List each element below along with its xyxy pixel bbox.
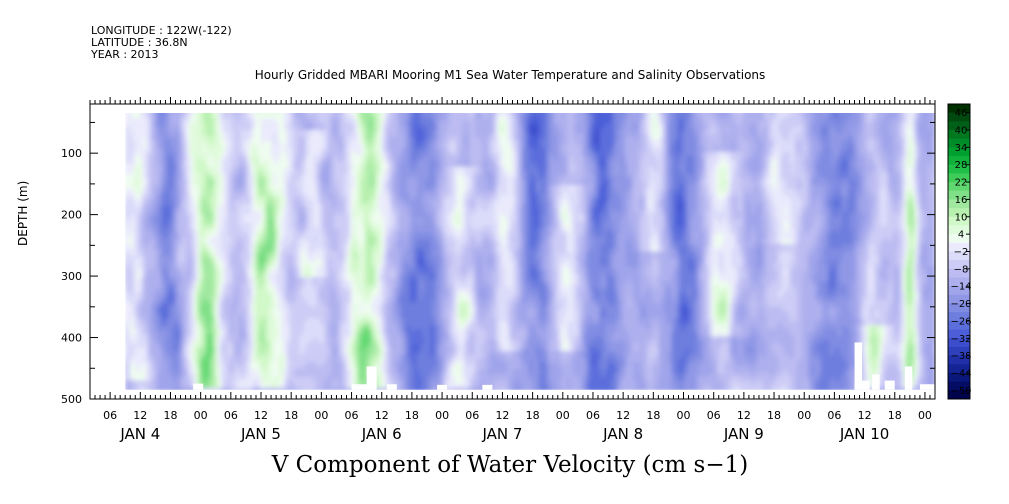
variable-title: V Component of Water Velocity (cm s−1) [90,452,930,478]
x-hour-label: 18 [646,409,660,422]
data-gap [885,381,895,390]
colorbar-label: −44 [950,368,971,379]
data-gap [193,384,203,390]
x-day-label: JAN 4 [119,425,160,443]
colorbar-label: −50 [950,386,971,397]
chart-title: Hourly Gridded MBARI Mooring M1 Sea Wate… [90,68,930,82]
no-data-left [90,104,125,399]
y-tick-label: 300 [61,270,82,283]
colorbar-label: 28 [955,160,968,171]
x-day-label: JAN 7 [481,425,522,443]
x-hour-label: 06 [586,409,600,422]
y-tick-label: 400 [61,332,82,345]
x-hour-label: 12 [133,409,147,422]
colorbar-label: −38 [950,351,971,362]
x-hour-label: 12 [858,409,872,422]
x-hour-label: 00 [556,409,570,422]
colorbar-label: −8 [954,264,969,275]
colorbar-label: 34 [955,143,968,154]
heatmap-field [125,104,935,392]
colorbar-label: 22 [955,178,968,189]
x-hour-label: 06 [707,409,721,422]
x-day-label: JAN 9 [723,425,764,443]
colorbar-label: 10 [955,212,968,223]
x-hour-label: 12 [495,409,509,422]
x-hour-label: 18 [888,409,902,422]
x-day-label: JAN 8 [602,425,643,443]
colorbar-label: −2 [954,247,969,258]
data-gap [862,381,870,390]
data-gap [872,374,880,389]
data-gap [920,384,935,390]
x-hour-label: 06 [224,409,238,422]
colorbar-label: −14 [950,282,971,293]
data-gap [855,342,863,389]
x-hour-label: 06 [345,409,359,422]
colorbar-label: 16 [955,195,968,206]
data-gap [905,366,913,389]
x-hour-label: 00 [677,409,691,422]
colorbar: 46 40 34 28 22 16 10 4 −2 −8 −14 −20 −26 −32 −38 −44 −50 [948,104,972,400]
x-hour-label: 00 [314,409,328,422]
y-tick-label: 200 [61,209,82,222]
x-hour-label: 18 [163,409,177,422]
x-hour-label: 12 [737,409,751,422]
colorbar-label: −32 [950,334,971,345]
x-hour-label: 00 [194,409,208,422]
x-day-label: JAN 6 [361,425,402,443]
x-hour-label: 06 [103,409,117,422]
x-hour-label: 12 [616,409,630,422]
data-gap [387,384,397,390]
x-hour-label: 06 [827,409,841,422]
x-tick-labels: 06 12 18 00 06 12 18 00 06 12 18 00 06 12 18 00 06 12 18 00… [103,409,932,443]
x-hour-label: 00 [918,409,932,422]
x-hour-label: 18 [767,409,781,422]
x-hour-label: 12 [254,409,268,422]
data-gap [367,366,377,389]
x-hour-label: 18 [284,409,298,422]
y-tick-label: 500 [61,393,82,406]
colorbar-label: 4 [958,230,964,241]
x-hour-label: 00 [435,409,449,422]
y-axis-label: DEPTH (m) [16,181,30,246]
x-day-label: JAN 10 [839,425,890,443]
data-gap [482,385,492,390]
x-day-label: JAN 5 [240,425,281,443]
y-tick-label: 100 [61,147,82,160]
x-hour-label: 06 [465,409,479,422]
y-tick-labels: 100 200 300 400 500 [61,147,82,406]
colorbar-label: −26 [950,316,971,327]
x-hour-label: 18 [405,409,419,422]
x-hour-label: 18 [526,409,540,422]
no-data-top [90,104,935,113]
x-hour-label: 12 [375,409,389,422]
x-hour-label: 00 [797,409,811,422]
colorbar-label: 40 [955,126,968,137]
colorbar-label: −20 [950,299,971,310]
data-gap [437,385,447,390]
year-label: YEAR : 2013 [91,48,159,61]
colorbar-label: 46 [955,108,968,119]
